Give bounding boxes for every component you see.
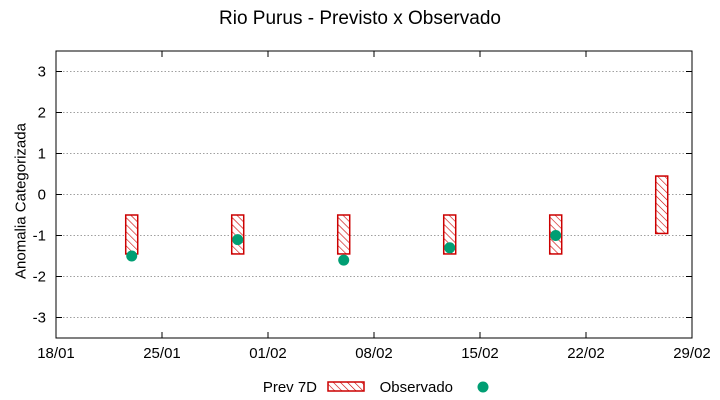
x-tick-label: 01/02: [249, 345, 287, 362]
legend-swatch-prev: [327, 381, 365, 392]
x-tick-label: 08/02: [355, 345, 393, 362]
observed-point: [550, 230, 562, 241]
legend-label-prev: Prev 7D: [263, 379, 317, 396]
observed-point: [338, 254, 350, 266]
forecast-range-bar: [124, 214, 139, 255]
x-tick-label: 29/02: [673, 345, 711, 362]
legend-swatch-observed: [477, 381, 489, 393]
chart-title: Rio Purus - Previsto x Observado: [219, 8, 501, 29]
y-tick-label: 0: [38, 187, 46, 204]
observed-point: [126, 250, 138, 262]
y-tick-label: 1: [38, 146, 46, 163]
y-tick-label: 3: [38, 64, 46, 81]
y-tick-label: -1: [33, 228, 46, 245]
forecast-range-bar: [654, 175, 669, 235]
x-tick-label: 15/02: [461, 345, 499, 362]
x-tick-label: 18/01: [37, 345, 75, 362]
y-tick-label: 2: [38, 105, 46, 122]
y-tick-label: -3: [33, 310, 46, 327]
legend-label-observed: Observado: [380, 379, 453, 396]
observed-point: [444, 242, 456, 254]
x-tick-label: 25/01: [143, 345, 181, 362]
observed-point: [232, 234, 244, 246]
y-tick-label: -2: [33, 269, 46, 286]
x-tick-label: 22/02: [567, 345, 605, 362]
plot-frame: [55, 50, 693, 339]
forecast-range-bar: [336, 214, 351, 255]
